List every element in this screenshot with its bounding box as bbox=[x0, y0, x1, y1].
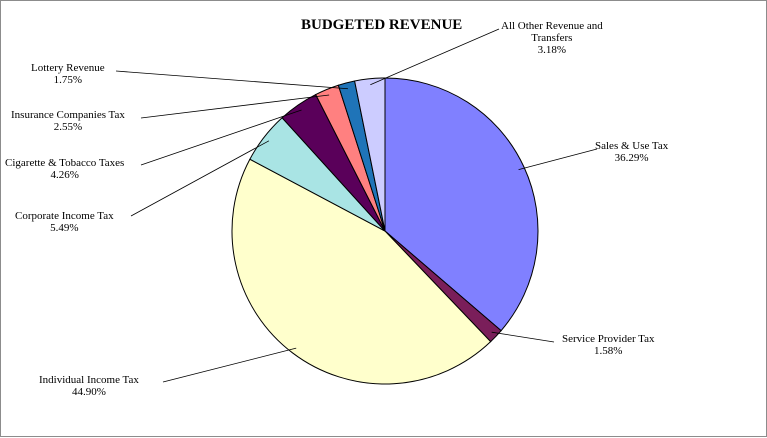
slice-percent: 1.75% bbox=[53, 74, 83, 86]
leader-line bbox=[140, 109, 302, 166]
leader-line bbox=[370, 28, 500, 86]
slice-name: Corporate Income Tax bbox=[15, 210, 114, 222]
slice-label-insurance-companies-tax: Insurance Companies Tax 2.55% bbox=[11, 109, 125, 133]
slice-label-all-other-revenue: All Other Revenue and Transfers 3.18% bbox=[501, 20, 603, 56]
leader-line bbox=[491, 331, 555, 343]
slice-name: Lottery Revenue bbox=[31, 62, 105, 74]
slice-percent: 5.49% bbox=[50, 222, 79, 234]
slice-label-individual-income-tax: Individual Income Tax 44.90% bbox=[39, 374, 139, 398]
slice-name: Insurance Companies Tax bbox=[11, 109, 125, 121]
slice-percent: 4.26% bbox=[50, 169, 79, 181]
slice-name: Sales & Use Tax bbox=[595, 140, 669, 152]
pie-slice-sales-use-tax bbox=[384, 77, 539, 332]
slice-percent: 1.58% bbox=[594, 345, 623, 357]
slice-name: Cigarette & Tobacco Taxes bbox=[5, 157, 125, 169]
leader-line bbox=[130, 140, 270, 217]
slice-label-lottery-revenue: Lottery Revenue 1.75% bbox=[31, 62, 105, 86]
slice-percent: 36.29% bbox=[614, 152, 649, 164]
slice-label-sales-use-tax: Sales & Use Tax 36.29% bbox=[595, 140, 668, 164]
slice-label-corporate-income-tax: Corporate Income Tax 5.49% bbox=[15, 210, 114, 234]
slice-name: Service Provider Tax bbox=[562, 333, 655, 345]
slice-percent: 44.90% bbox=[71, 386, 106, 398]
leader-line bbox=[115, 70, 348, 90]
slice-percent: 3.18% bbox=[537, 44, 567, 56]
leader-line bbox=[162, 347, 297, 383]
pie-slice-individual-income-tax bbox=[231, 158, 492, 385]
slice-label-service-provider-tax: Service Provider Tax 1.58% bbox=[562, 333, 655, 357]
chart-title: BUDGETED REVENUE bbox=[301, 17, 463, 33]
slice-percent: 2.55% bbox=[53, 121, 83, 133]
leader-line bbox=[518, 148, 598, 171]
slice-name: Individual Income Tax bbox=[39, 374, 139, 386]
slice-label-cigarette-tobacco-taxes: Cigarette & Tobacco Taxes 4.26% bbox=[5, 157, 124, 181]
leader-line bbox=[140, 94, 330, 119]
